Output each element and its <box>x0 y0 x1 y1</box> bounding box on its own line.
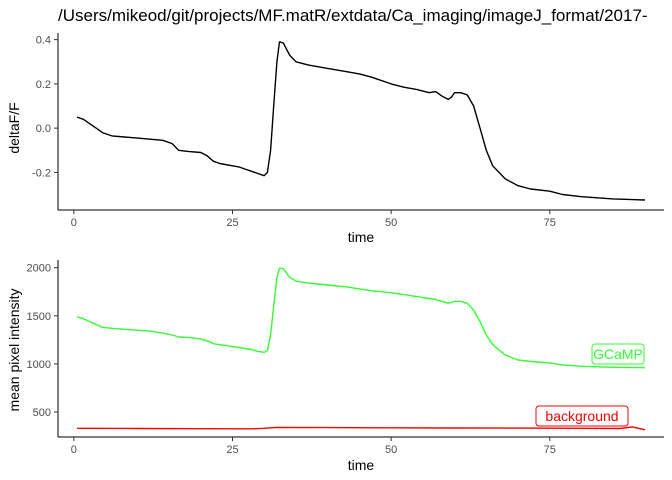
x-tick-label: 50 <box>385 444 397 456</box>
x-axis-label: time <box>348 229 375 245</box>
series-line-gcamp <box>76 267 646 369</box>
series-label-box <box>535 405 629 427</box>
y-axis-label: mean pixel intensity <box>6 289 22 412</box>
x-tick-label: 0 <box>71 444 77 456</box>
x-tick-label: 75 <box>544 444 556 456</box>
y-tick-label: -0.2 <box>32 167 51 179</box>
y-tick-label: 0.0 <box>36 123 51 135</box>
y-tick-label: 500 <box>33 407 51 419</box>
x-tick-label: 25 <box>226 217 238 229</box>
y-tick-label: 2000 <box>27 263 51 275</box>
x-axis-label: time <box>348 457 375 473</box>
series-line-delta-f <box>76 41 646 201</box>
x-tick-label: 25 <box>226 444 238 456</box>
x-tick-label: 75 <box>544 217 556 229</box>
y-tick-label: 1500 <box>27 311 51 323</box>
series-line-background <box>76 426 646 431</box>
top-panel: 0 25 50 75 -0.2 0.0 0.2 0.4 time deltaF/F <box>6 33 664 245</box>
series-label-box <box>591 343 645 365</box>
y-tick-label: 0.4 <box>36 35 51 47</box>
series-label-gcamp: GCaMP <box>593 346 643 362</box>
x-tick-label: 50 <box>385 217 397 229</box>
bottom-panel: 0 25 50 75 500 1000 1500 2000 time mean pixel int… <box>6 260 664 473</box>
chart-title: /Users/mikeod/git/projects/MF.matR/extda… <box>58 6 648 25</box>
series-label-background: background <box>545 408 618 424</box>
y-tick-label: 0.2 <box>36 79 51 91</box>
x-tick-label: 0 <box>71 217 77 229</box>
y-axis-label: deltaF/F <box>6 102 22 153</box>
y-tick-label: 1000 <box>27 359 51 371</box>
